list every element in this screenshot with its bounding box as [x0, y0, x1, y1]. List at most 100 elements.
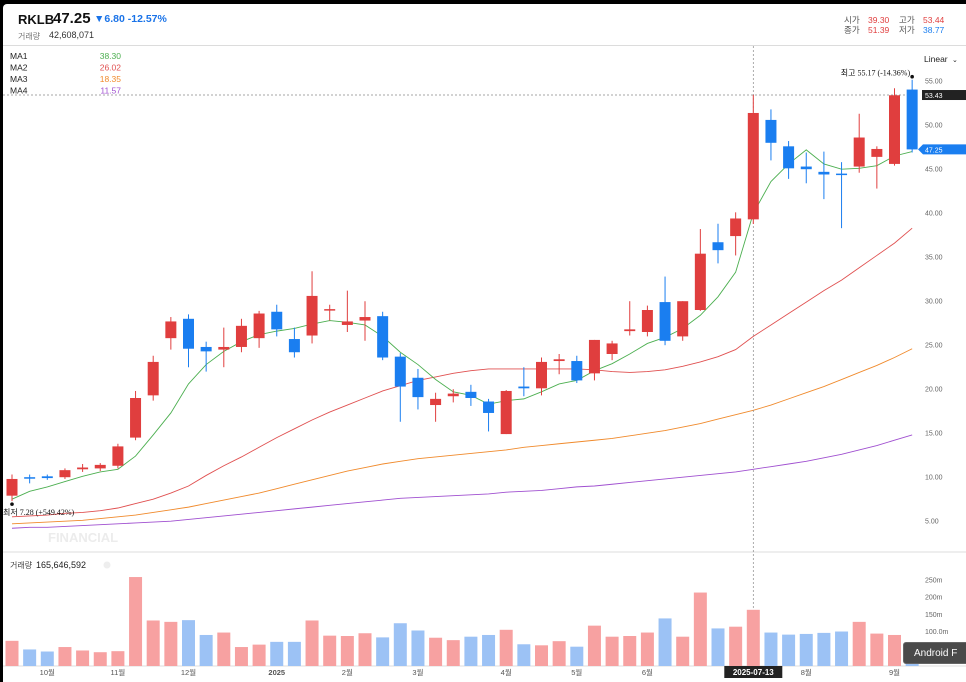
close-value: 51.39	[868, 25, 890, 35]
candle-body	[465, 391, 477, 398]
volume-bar	[129, 577, 143, 666]
candle-body	[730, 218, 742, 237]
volume-bar	[693, 592, 707, 666]
ticker-symbol: RKLB	[18, 12, 55, 27]
volume-bar	[587, 625, 601, 666]
ma2-line	[11, 227, 913, 518]
volume-total: 165,646,592	[36, 560, 86, 570]
volume-bar	[623, 636, 637, 666]
volume-bar	[464, 636, 478, 666]
candle-body	[377, 316, 389, 358]
candle-body	[889, 95, 900, 164]
y-tick-label: 25.00	[925, 343, 943, 350]
candle-body	[606, 343, 618, 354]
candle-body	[871, 148, 883, 157]
volume-bar	[287, 641, 301, 666]
candle-body	[747, 112, 759, 220]
x-tick-label: 4월	[501, 667, 512, 677]
volume-bar	[252, 644, 266, 666]
android-badge[interactable]: Android F	[903, 642, 966, 664]
volume-tick-label: 150m	[925, 612, 943, 619]
candle-body	[6, 478, 18, 496]
x-tick-label: 5월	[571, 667, 582, 677]
candle-body	[712, 242, 724, 251]
x-tick-label: 11월	[111, 667, 126, 677]
candle-body	[659, 302, 671, 341]
volume-bar	[888, 634, 901, 666]
ohlc-low: 저가 38.77	[899, 24, 944, 36]
ma-legend-name: MA4	[10, 86, 28, 96]
candle-body	[324, 309, 336, 311]
volume-tick-label: 200m	[925, 595, 943, 602]
ma1-line	[11, 149, 913, 500]
candlestick-chart[interactable]: FINANCIAL 5.00 10.00 15.00 20.00 25.00 30.00 35…	[3, 4, 966, 682]
volume-bar	[234, 647, 248, 666]
candle-body	[800, 166, 812, 170]
last-price-tag	[918, 144, 966, 155]
crosshair-date-label: 2025-07-13	[733, 668, 774, 677]
candle-body	[553, 359, 565, 362]
header-divider	[3, 45, 966, 46]
volume-bar	[93, 652, 107, 666]
candle-body	[500, 390, 512, 435]
volume-bar	[499, 629, 513, 666]
candle-body	[306, 295, 318, 336]
watermark: FINANCIAL	[48, 530, 118, 545]
volume-bar	[835, 631, 849, 666]
volume-bar	[640, 632, 654, 666]
ma-legend-value: 18.35	[100, 74, 122, 84]
low-annotation: 최저 7.28 (+549.42%)	[3, 507, 75, 517]
ma3-line	[11, 348, 913, 525]
volume-bar	[358, 633, 372, 666]
close-label: 종가	[844, 25, 860, 35]
volume-bar	[199, 634, 213, 666]
volume-value: 42,608,071	[49, 30, 95, 40]
crosshair-date-tag	[724, 666, 783, 678]
candle-body	[588, 339, 600, 374]
candle-body	[112, 446, 124, 466]
candle-body	[94, 464, 106, 469]
y-tick-label: 10.00	[925, 475, 943, 482]
y-tick-label: 35.00	[925, 255, 943, 262]
candle-body	[818, 171, 830, 175]
candle-body	[765, 119, 777, 143]
volume-bar	[76, 650, 90, 666]
volume-label: 거래량	[18, 32, 41, 41]
ohlc-close: 종가 51.39	[844, 24, 889, 36]
scale-selector[interactable]: Linear ⌄	[924, 54, 958, 64]
volume-bar	[605, 636, 619, 666]
high-label: 고가	[899, 15, 915, 25]
x-tick-label: 3월	[412, 667, 423, 677]
high-annotation: 최고 55.17 (-14.36%)	[841, 68, 911, 78]
low-point-marker	[10, 502, 14, 506]
volume-bar	[570, 646, 584, 666]
crosshair-price-tag	[922, 90, 966, 101]
candle-body	[853, 137, 865, 167]
x-tick-label: 9월	[889, 667, 900, 677]
candle-body	[447, 393, 459, 397]
volume-bar	[870, 633, 884, 666]
volume-bar	[764, 632, 778, 666]
volume-bar	[429, 637, 443, 666]
open-label: 시가	[844, 15, 860, 25]
ma-legend-value: 11.57	[100, 86, 121, 96]
high-point-marker	[910, 74, 914, 79]
high-value: 53.44	[923, 15, 945, 25]
volume-bar	[517, 644, 531, 666]
ma4-line	[11, 434, 913, 529]
candle-body	[288, 339, 300, 353]
volume-bar	[729, 626, 743, 666]
ma-legend-value: 38.30	[100, 51, 122, 61]
candle-body	[183, 318, 194, 349]
x-tick-label: 6월	[642, 667, 653, 677]
volume-bar	[799, 633, 813, 666]
volume-bar	[40, 651, 54, 666]
volume-bar	[535, 645, 548, 666]
candle-body	[130, 398, 142, 438]
candle-body	[641, 310, 653, 332]
candle-body	[483, 401, 495, 413]
candle-body	[430, 398, 442, 406]
candle-body	[359, 317, 371, 321]
y-tick-label: 15.00	[925, 431, 943, 438]
volume-bar	[164, 621, 178, 666]
